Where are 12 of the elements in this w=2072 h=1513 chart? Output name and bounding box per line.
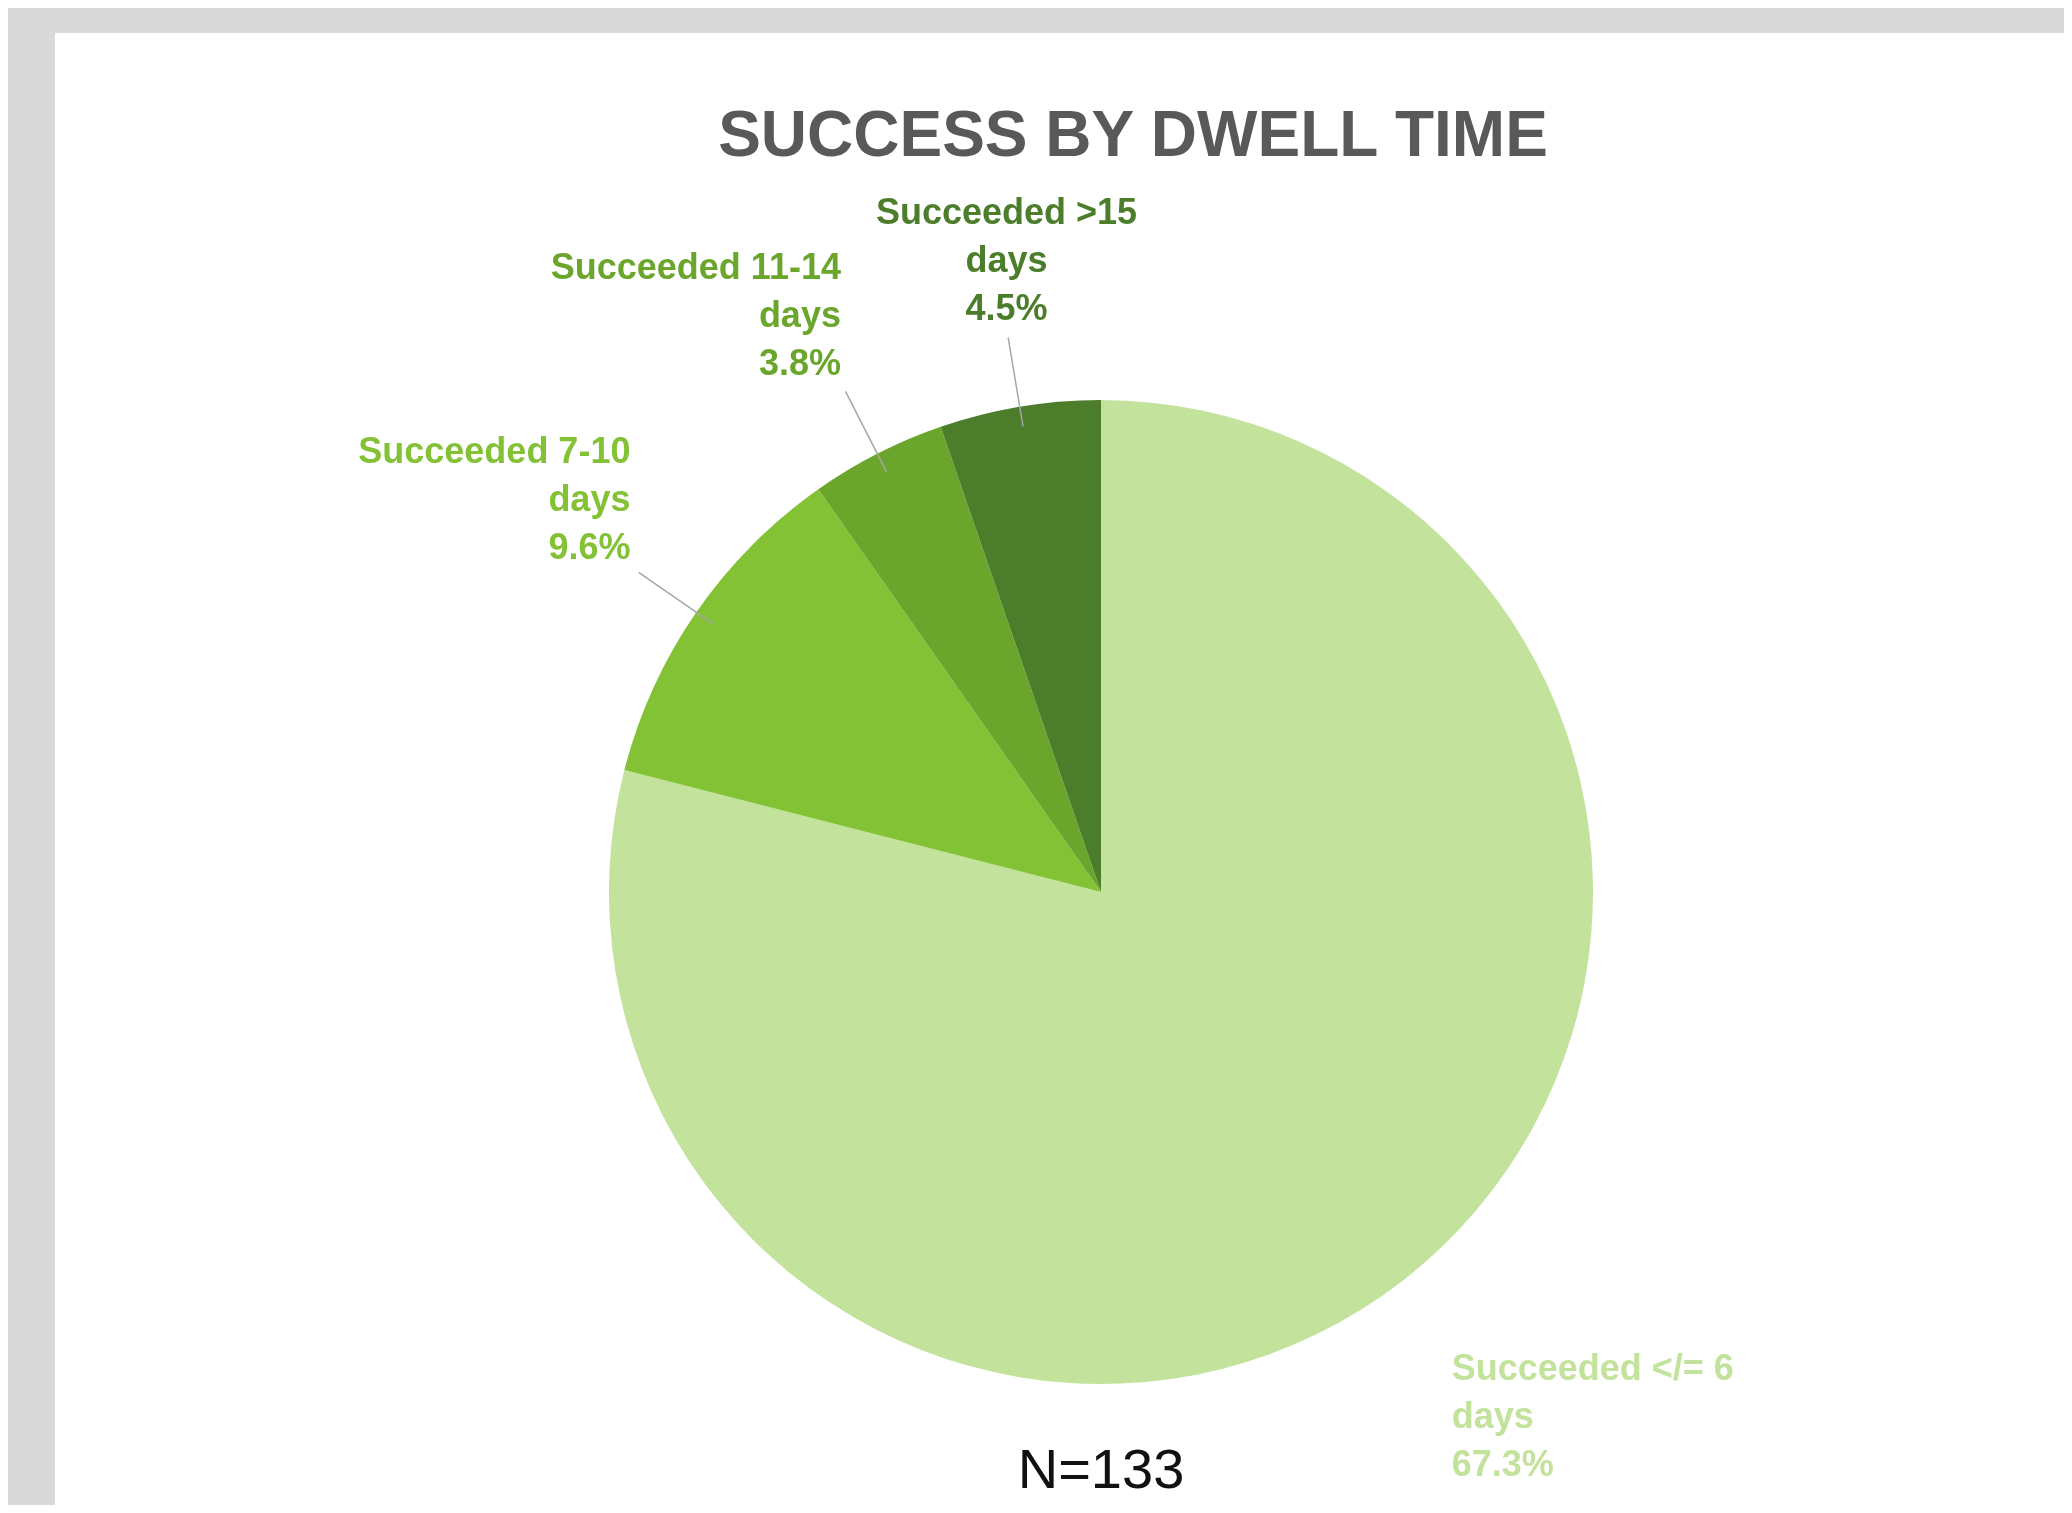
pie-slice: [818, 426, 1101, 892]
data-label: 4.5%: [965, 286, 1048, 328]
data-label: 9.6%: [548, 525, 631, 567]
slice-label: Succeeded </= 6 days: [1451, 1346, 1734, 1436]
pie-slice: [940, 400, 1101, 892]
data-label: 67.3%: [1451, 1442, 1554, 1484]
chart-title: SUCCESS BY DWELL TIME: [718, 98, 1548, 170]
slice-label: Succeeded 11-14 days: [550, 245, 841, 335]
data-label: 3.8%: [758, 341, 841, 383]
slice-label: Succeeded 7-10 days: [358, 429, 631, 519]
text: N=133: [1017, 1437, 1185, 1500]
slice-label: Succeeded >15 days: [875, 190, 1138, 280]
